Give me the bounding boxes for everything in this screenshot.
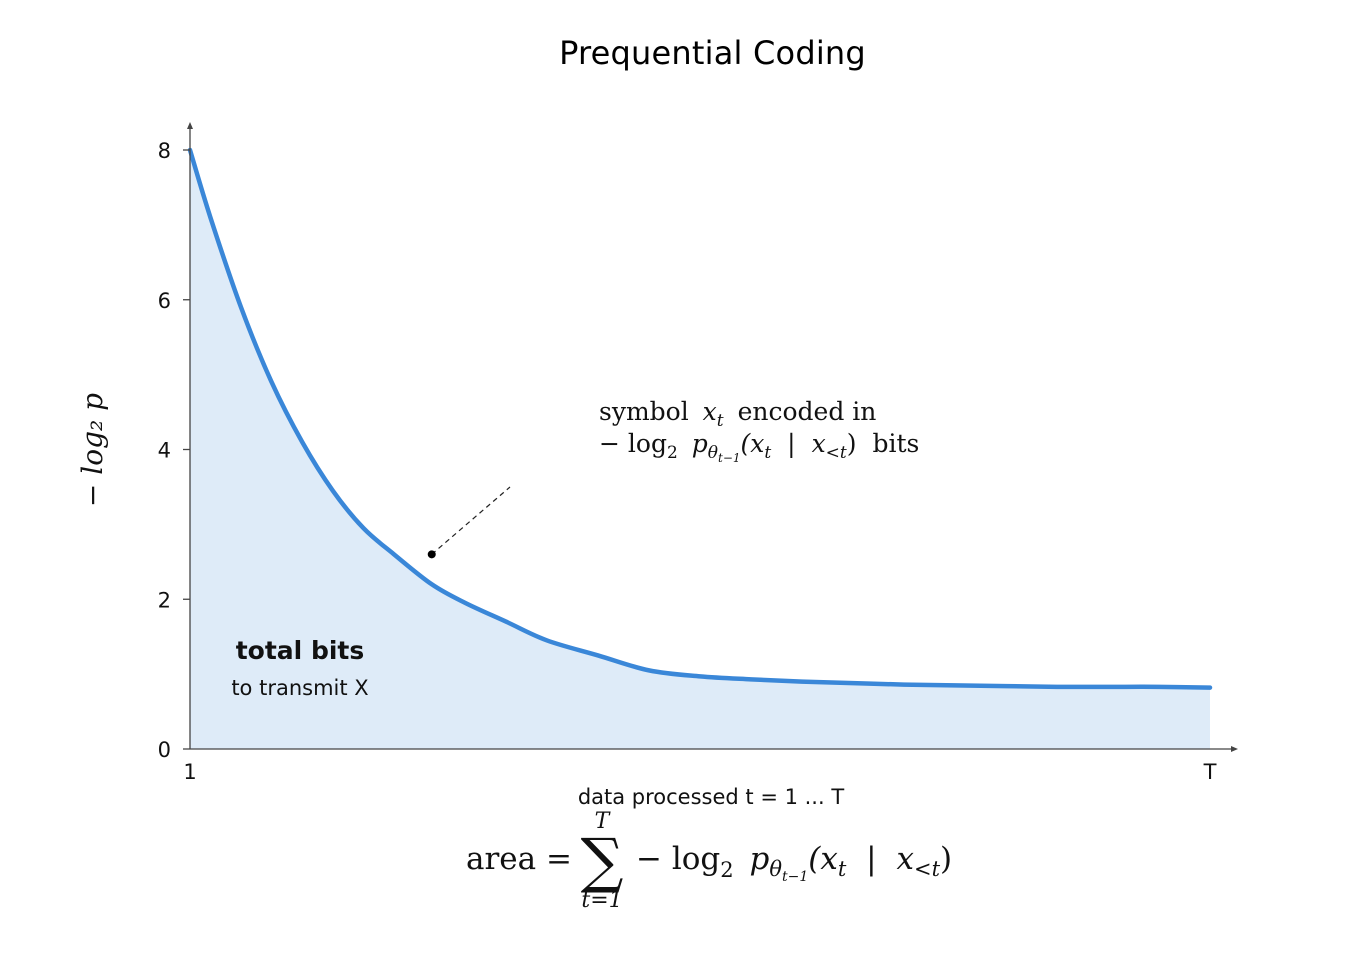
formula-sum: ∑ bbox=[581, 826, 624, 896]
formula-x2: x bbox=[896, 841, 914, 877]
y-tick-label: 8 bbox=[158, 139, 171, 163]
formula-sum-lower: t=1 bbox=[581, 888, 622, 913]
formula-args-sub: t bbox=[838, 857, 847, 881]
annotation-args: (x bbox=[741, 429, 765, 458]
y-tick-label: 6 bbox=[158, 289, 171, 313]
annotation-bits: bits bbox=[872, 429, 919, 458]
formula-log-base: 2 bbox=[720, 858, 733, 882]
y-tick-label: 4 bbox=[158, 439, 171, 463]
formula-theta: θ bbox=[769, 857, 782, 881]
area-fill bbox=[190, 150, 1210, 749]
annotation-var-x: x bbox=[703, 397, 717, 426]
annotation-bar: | bbox=[787, 429, 795, 459]
annotation-line-2: − log2 pθt−1(xt | x<t) bits bbox=[599, 429, 919, 465]
annotation-minus-log: − log bbox=[599, 429, 667, 458]
y-tick-label: 2 bbox=[158, 588, 171, 612]
x-tick-label: 1 bbox=[183, 760, 196, 784]
annotation-theta: θ bbox=[708, 443, 718, 463]
annotation-leader-line bbox=[431, 486, 511, 555]
formula-lhs: area = bbox=[466, 841, 572, 877]
formula-args: (x bbox=[808, 841, 838, 877]
annotation-word-encoded: encoded in bbox=[738, 397, 877, 426]
formula-theta-sub: t−1 bbox=[782, 869, 808, 885]
formula-close: ) bbox=[940, 841, 952, 877]
x-tick-label: T bbox=[1203, 760, 1217, 784]
formula-p: p bbox=[750, 841, 770, 877]
y-ticks: 0 2 4 6 8 bbox=[158, 139, 190, 762]
x-axis-label: data processed t = 1 ... T bbox=[578, 785, 845, 809]
area-subtitle: to transmit X bbox=[231, 676, 368, 700]
annotation-args-sub: t bbox=[764, 443, 771, 463]
annotation-line-1: symbol xt encoded in bbox=[599, 397, 876, 432]
annotation-log-base: 2 bbox=[667, 443, 678, 463]
x-axis-arrow bbox=[1231, 746, 1238, 752]
series-line bbox=[187, 147, 1213, 690]
annotation-close: ) bbox=[847, 429, 857, 458]
annotation-theta-sub: t−1 bbox=[718, 451, 741, 465]
annotation-var-sub: t bbox=[717, 411, 724, 431]
y-axis-arrow bbox=[187, 122, 193, 129]
chart-title: Prequential Coding bbox=[559, 34, 866, 72]
annotation-word-symbol: symbol bbox=[599, 397, 689, 426]
area-title: total bits bbox=[236, 636, 365, 665]
formula-bar: | bbox=[866, 841, 876, 877]
formula-minus-log: − log bbox=[636, 841, 720, 877]
y-tick-label: 0 bbox=[158, 738, 171, 762]
y-axis-label: − log₂ p bbox=[76, 393, 109, 507]
formula-x2-sub: <t bbox=[914, 857, 941, 881]
formula-sum-upper: T bbox=[595, 809, 612, 834]
annotation-x2-sub: <t bbox=[826, 443, 847, 463]
annotation-p: p bbox=[692, 429, 708, 458]
annotation-x2: x bbox=[812, 429, 826, 458]
highlight-point bbox=[427, 550, 436, 559]
formula-rhs: − log2 pθt−1(xt | x<t) bbox=[636, 841, 952, 885]
